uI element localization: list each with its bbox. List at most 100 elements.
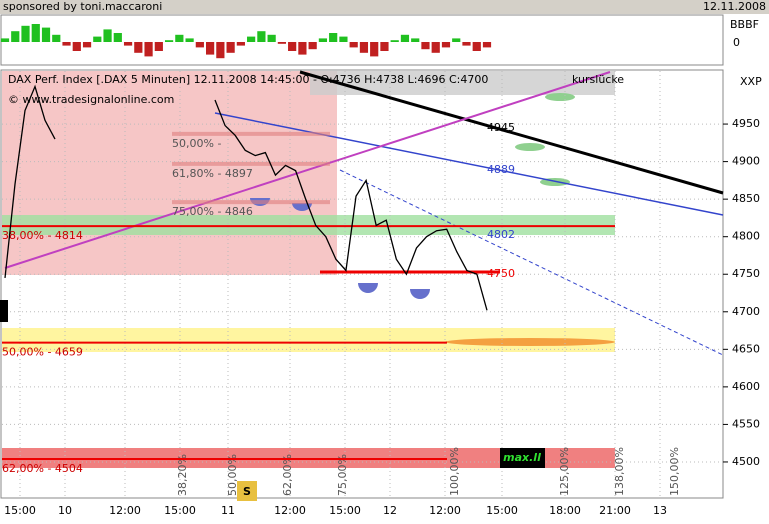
y-tick-label: 4500 — [732, 455, 760, 468]
grid — [2, 71, 723, 498]
level-label: 50,00% - — [172, 137, 221, 150]
price-line — [4, 84, 488, 311]
x-tick-label: 13 — [653, 504, 667, 517]
oscillator-bar — [134, 42, 143, 53]
oscillator-bar — [277, 42, 286, 44]
x-tick-label: 15:00 — [486, 504, 518, 517]
oscillator-bar — [216, 42, 225, 59]
fib-label: 38,20% — [176, 454, 189, 496]
indicator-label: BBBF — [730, 18, 759, 31]
y-tick-label: 4900 — [732, 155, 760, 168]
level-value: 4802 — [487, 228, 515, 241]
sponsor: sponsored by toni.maccaroni — [3, 0, 162, 13]
zones — [2, 71, 615, 468]
header: DAX Perf. Index [.DAX 5 Minuten] 12.11.2… — [8, 73, 488, 86]
level-value: 4889 — [487, 163, 515, 176]
oscillator-bar — [452, 38, 461, 42]
oscillator-bar — [247, 36, 256, 42]
x-tick-label: 21:00 — [599, 504, 631, 517]
x-tick-label: 12:00 — [429, 504, 461, 517]
oscillator-bar — [359, 42, 369, 53]
annotation: kurslücke — [572, 73, 624, 86]
trend-line — [339, 169, 724, 356]
zone-marker — [545, 93, 575, 101]
oscillator-bar — [226, 42, 235, 53]
x-tick-label: 10 — [58, 504, 72, 517]
level-label: 75,00% - 4846 — [172, 205, 253, 218]
x-tick-label: 12 — [383, 504, 397, 517]
oscillator-bar — [113, 33, 122, 42]
x-tick-label: 12:00 — [274, 504, 306, 517]
oscillator-bar — [421, 42, 430, 50]
date: 12.11.2008 — [703, 0, 766, 13]
fib-label: 125,00% — [558, 447, 571, 496]
oscillator-bar — [390, 40, 399, 42]
oscillator-bar — [472, 42, 481, 51]
oscillator-bar — [400, 34, 410, 42]
oscillator-bar — [339, 36, 348, 42]
zone — [310, 71, 615, 95]
axis-label: XXP — [740, 75, 762, 88]
oscillator-bar — [288, 42, 297, 51]
fib-label: 50,00% — [226, 454, 239, 496]
level-label: 62,00% - 4504 — [2, 462, 83, 475]
oscillator-bar — [308, 42, 317, 50]
oscillator-bar — [0, 38, 10, 42]
level-value: 4945 — [487, 121, 515, 134]
x-tick-label: 18:00 — [549, 504, 581, 517]
zone — [2, 215, 615, 235]
oscillator-bar — [236, 42, 245, 46]
fib-label: 150,00% — [668, 447, 681, 496]
level-value: 4750 — [487, 267, 515, 280]
oscillator-bar — [123, 42, 133, 46]
oscillator-bar — [72, 42, 81, 51]
signal-box — [237, 481, 257, 501]
oscillator-bar — [329, 33, 338, 42]
x-tick-label: 11 — [221, 504, 235, 517]
oscillator-bar — [462, 42, 471, 46]
oscillator-bar — [185, 38, 194, 42]
oscillator-bar — [144, 42, 153, 57]
oscillator-bar — [441, 42, 451, 48]
oscillator-bar — [370, 42, 379, 57]
oscillator-bar — [349, 42, 358, 48]
oscillator-bar — [411, 38, 420, 42]
max-box — [500, 448, 545, 468]
oscillator-bar — [431, 42, 440, 53]
oscillator-bar — [257, 31, 266, 42]
y-tick-label: 4800 — [732, 230, 760, 243]
x-tick-label: 15:00 — [164, 504, 196, 517]
y-tick-label: 4700 — [732, 305, 760, 318]
max-label: max.ll — [503, 451, 541, 464]
trend-line — [299, 70, 724, 195]
level-label: 50,00% - 4659 — [2, 346, 83, 359]
level-label: 61,80% - 4897 — [172, 167, 253, 180]
y-tick-label: 4850 — [732, 192, 760, 205]
level-label: 38,00% - 4814 — [2, 229, 83, 242]
fib-label: 75,00% — [336, 454, 349, 496]
signal: S — [243, 485, 251, 498]
oscillator-bar — [41, 27, 51, 42]
oscillator-bar — [11, 31, 20, 42]
y-tick-label: 4600 — [732, 380, 760, 393]
oscillator-bar — [164, 40, 174, 42]
oscillator-bar — [52, 34, 61, 42]
fib-label: 62,00% — [281, 454, 294, 496]
oscillator-bar — [154, 42, 163, 51]
oscillator-bar — [175, 34, 184, 42]
oscillator-bar — [21, 25, 30, 42]
trend-line — [4, 71, 611, 269]
oscillator-bar — [31, 24, 40, 42]
oscillator-bar — [206, 42, 215, 55]
x-tick-label: 15:00 — [4, 504, 36, 517]
fib-label: 100,00% — [448, 447, 461, 496]
x-tick-label: 12:00 — [109, 504, 141, 517]
oscillator-bar — [82, 42, 92, 48]
zone-marker — [515, 143, 545, 151]
y-tick-label: 4950 — [732, 117, 760, 130]
oscillator-bar — [298, 42, 307, 55]
oscillator-bar — [62, 42, 71, 46]
trend-line — [214, 112, 724, 216]
oscillator-bar — [267, 34, 276, 42]
